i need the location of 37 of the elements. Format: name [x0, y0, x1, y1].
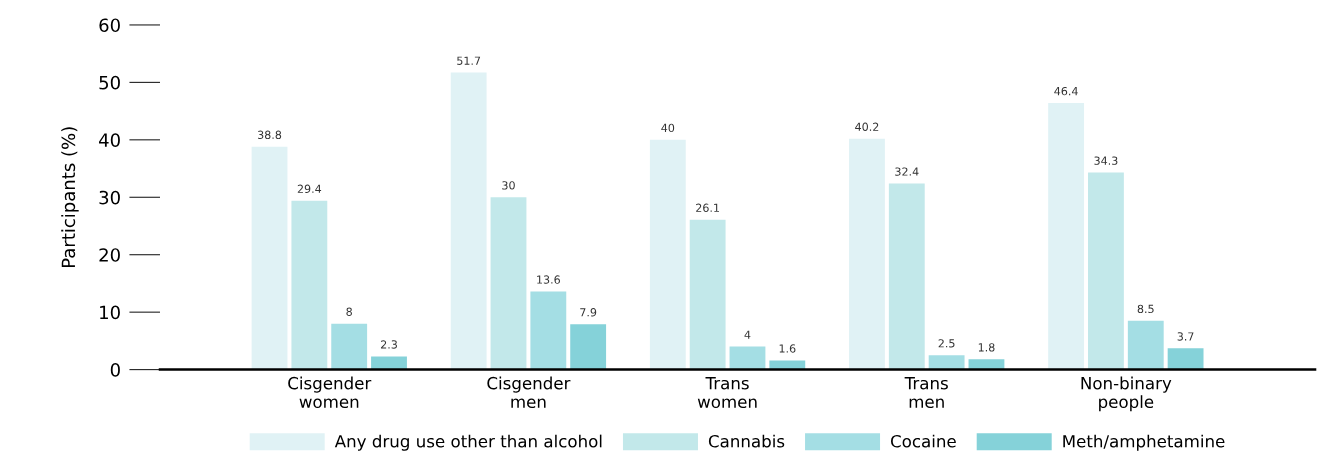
y-tick-label: 30 — [99, 190, 120, 205]
y-tick-label: 40 — [99, 133, 120, 147]
data-label: 13.6 — [537, 275, 560, 284]
y-axis-title: Participants (%) — [61, 127, 79, 268]
data-label: 2.5 — [938, 339, 955, 348]
data-label: 1.6 — [779, 344, 796, 353]
data-label: 34.3 — [1094, 156, 1118, 165]
legend-label: Cannabis — [708, 434, 785, 448]
y-tick-label: 10 — [100, 305, 120, 320]
data-label: 51.7 — [457, 56, 481, 65]
data-label: 40 — [661, 123, 675, 133]
data-label: 40.2 — [855, 122, 879, 131]
legend-label: Any drug use other than alcohol — [334, 434, 602, 451]
data-label: 29.4 — [297, 184, 322, 194]
y-tick-label: 50 — [99, 75, 120, 90]
y-tick-label: 20 — [99, 248, 120, 262]
data-label: 32.4 — [895, 167, 919, 176]
y-tick-label: 60 — [99, 18, 120, 33]
data-label: 46.4 — [1054, 86, 1078, 96]
x-tick-label: Trans women — [697, 377, 757, 409]
legend-label: Meth/amphetamine — [1063, 434, 1225, 451]
legend-label: Cocaine — [890, 434, 956, 448]
x-tick-label: Cisgender women — [288, 376, 372, 409]
data-label: 38.8 — [258, 130, 282, 140]
data-label: 8 — [346, 307, 352, 316]
data-label: 2.3 — [380, 340, 397, 349]
data-label: 26.1 — [696, 203, 719, 212]
x-tick-label: Cisgender men — [487, 376, 571, 409]
data-label: 1.8 — [978, 343, 995, 352]
data-label: 8.5 — [1137, 304, 1154, 314]
x-tick-label: Non-binary people — [1081, 376, 1172, 412]
y-tick-label: 0 — [110, 363, 120, 377]
data-label: 4 — [744, 330, 751, 339]
data-label: 30 — [502, 181, 515, 190]
data-label: 7.9 — [580, 308, 597, 317]
x-tick-label: Trans men — [904, 377, 948, 409]
data-label: 3.7 — [1177, 332, 1194, 341]
